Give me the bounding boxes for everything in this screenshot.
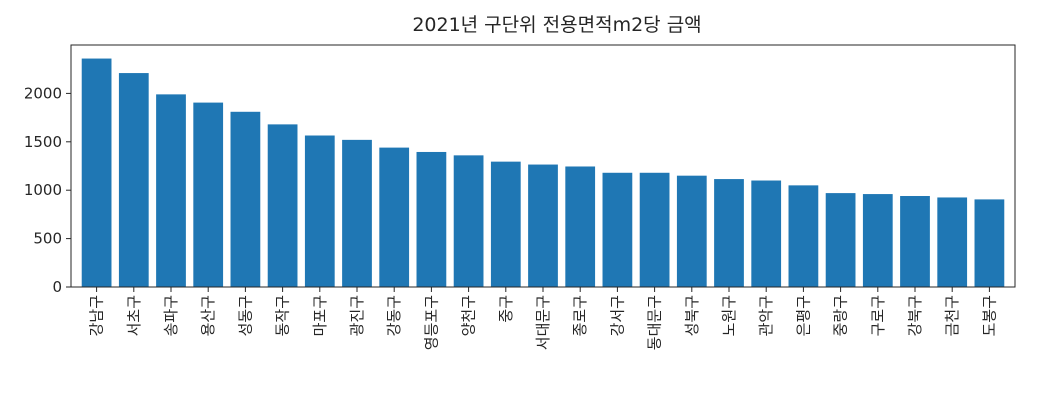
- x-tick-label: 송파구: [162, 295, 180, 336]
- x-tick-label: 강남구: [88, 295, 106, 336]
- bar-서초구: [118, 73, 149, 288]
- bar-서대문구: [528, 164, 558, 287]
- bar-광진구: [342, 139, 372, 287]
- y-tick-label: 0: [52, 278, 62, 296]
- x-tick-label: 서초구: [125, 295, 143, 336]
- x-tick-label: 용산구: [199, 295, 217, 336]
- x-tick-label: 마포구: [311, 295, 329, 336]
- y-tick-label: 500: [33, 230, 62, 248]
- bar-동대문구: [639, 172, 670, 287]
- x-tick-label: 동대문구: [646, 295, 664, 350]
- bar-영등포구: [416, 151, 447, 287]
- x-tick-label: 강서구: [608, 295, 626, 336]
- bar-성동구: [230, 111, 261, 288]
- x-tick-label: 광진구: [348, 295, 366, 336]
- x-tick-label: 관악구: [757, 295, 775, 336]
- bar-중랑구: [825, 193, 856, 287]
- bar-강북구: [900, 196, 930, 287]
- y-tick-label: 1000: [24, 181, 62, 199]
- bar-성북구: [676, 175, 707, 287]
- x-tick-label: 서대문구: [534, 295, 552, 350]
- x-tick-label: 동작구: [274, 295, 292, 336]
- y-tick-label: 2000: [24, 84, 62, 102]
- bars-group: [81, 58, 1005, 288]
- y-tick-label: 1500: [24, 133, 62, 151]
- y-axis: 0 500 1000 1500 2000: [24, 84, 71, 296]
- x-tick-label: 강북구: [906, 295, 924, 336]
- x-axis: 강남구 서초구 송파구 용산구 성동구 동작구 마포구 광진구 강동구 영등포구 양천구 중구 서대문구…: [88, 287, 998, 350]
- bar-송파구: [156, 94, 186, 287]
- x-tick-label: 종로구: [571, 295, 589, 336]
- x-tick-label: 중랑구: [832, 295, 850, 336]
- bar-금천구: [937, 197, 968, 287]
- bar-강서구: [602, 172, 633, 287]
- bar-강남구: [81, 58, 112, 287]
- bar-중구: [490, 161, 521, 287]
- chart-title: 2021년 구단위 전용면적m2당 금액: [412, 14, 701, 36]
- x-tick-label: 은평구: [794, 295, 812, 336]
- x-tick-label: 성동구: [236, 295, 254, 336]
- x-tick-label: 도봉구: [980, 295, 998, 336]
- bar-강동구: [379, 147, 410, 287]
- bar-노원구: [714, 179, 744, 287]
- x-tick-label: 구로구: [869, 295, 887, 336]
- bar-종로구: [565, 166, 596, 287]
- plot-frame: [70, 44, 1016, 288]
- bar-구로구: [862, 194, 893, 287]
- x-tick-label: 중구: [497, 295, 515, 323]
- bar-관악구: [751, 180, 782, 287]
- bar-동작구: [267, 124, 298, 287]
- bar-마포구: [304, 135, 335, 287]
- bar-양천구: [453, 155, 484, 287]
- x-tick-label: 성북구: [683, 295, 701, 336]
- x-tick-label: 영등포구: [422, 295, 440, 350]
- bar-은평구: [788, 185, 819, 287]
- x-tick-label: 금천구: [943, 295, 961, 336]
- bar-용산구: [193, 102, 224, 287]
- x-tick-label: 노원구: [720, 295, 738, 336]
- x-tick-label: 강동구: [385, 295, 403, 336]
- bar-도봉구: [974, 199, 1005, 287]
- x-tick-label: 양천구: [460, 295, 478, 336]
